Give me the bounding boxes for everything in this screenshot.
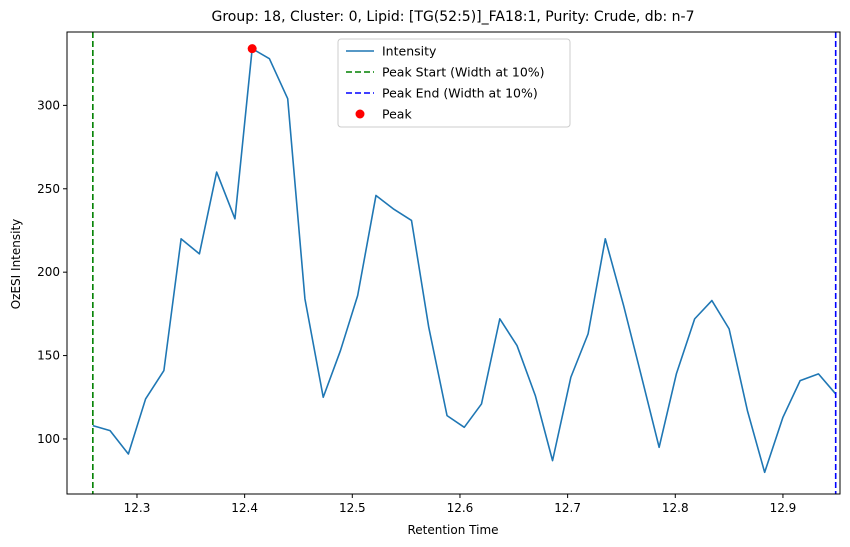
y-axis-label: OzESI Intensity	[9, 219, 23, 310]
x-tick-label: 12.7	[554, 501, 581, 515]
y-tick-label: 100	[37, 432, 60, 446]
y-axis-ticks: 100 150 200 250 300	[37, 98, 67, 446]
x-tick-label: 12.9	[770, 501, 797, 515]
x-axis-label: Retention Time	[407, 523, 498, 537]
x-tick-label: 12.3	[124, 501, 151, 515]
legend-entry-intensity-label: Intensity	[382, 44, 437, 59]
x-axis-ticks: 12.3 12.4 12.5 12.6 12.7 12.8 12.9	[124, 494, 797, 515]
legend-entry-peak-end-label: Peak End (Width at 10%)	[382, 86, 538, 101]
legend: Intensity Peak Start (Width at 10%) Peak E…	[337, 38, 571, 128]
intensity-series-line	[92, 47, 837, 474]
y-tick-label: 300	[37, 98, 60, 112]
legend-entry-peak-label: Peak	[382, 107, 412, 122]
x-tick-label: 12.8	[662, 501, 689, 515]
plot-area	[92, 32, 837, 494]
x-tick-label: 12.6	[447, 501, 474, 515]
legend-entry-peak-swatch	[355, 109, 365, 119]
x-tick-label: 12.4	[231, 501, 258, 515]
legend-entry-peak-start-label: Peak Start (Width at 10%)	[382, 65, 545, 80]
legend-box	[337, 38, 571, 128]
y-tick-label: 250	[37, 182, 60, 196]
y-tick-label: 200	[37, 265, 60, 279]
y-tick-label: 150	[37, 349, 60, 363]
x-tick-label: 12.5	[339, 501, 366, 515]
chart-title: Group: 18, Cluster: 0, Lipid: [TG(52:5)]…	[211, 9, 694, 25]
peak-marker	[247, 44, 257, 54]
plot-frame	[66, 31, 841, 495]
